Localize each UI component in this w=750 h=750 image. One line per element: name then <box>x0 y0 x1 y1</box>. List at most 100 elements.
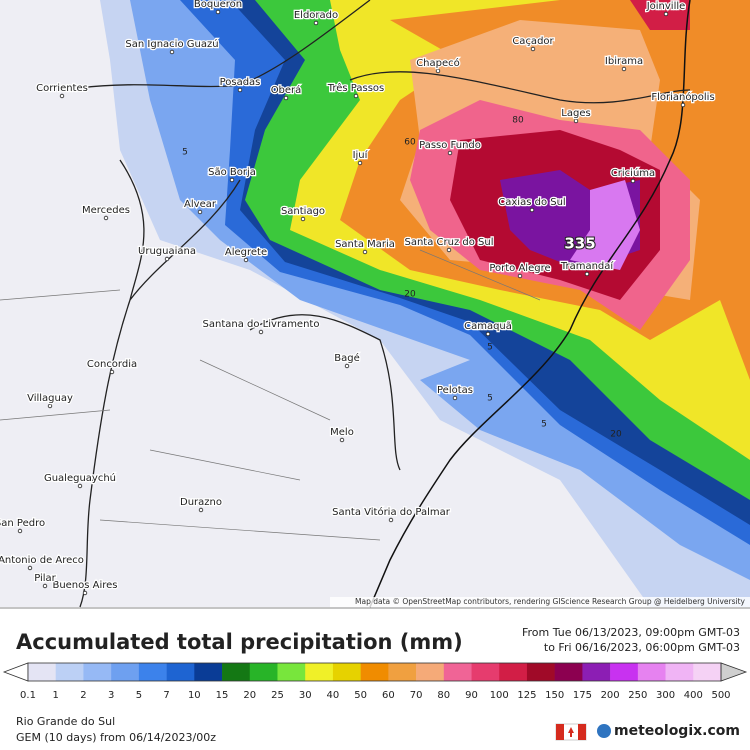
city-dot <box>109 369 115 375</box>
brand[interactable]: meteologix.com <box>614 723 740 739</box>
city-label: Chapecó <box>416 57 460 69</box>
legend-swatch <box>111 663 140 681</box>
city-dot <box>446 247 452 253</box>
legend-label: 30 <box>299 690 312 701</box>
city-dot <box>313 20 319 26</box>
legend-swatch <box>665 663 694 681</box>
city-dot <box>27 565 33 571</box>
legend-swatch <box>554 663 583 681</box>
city-dot <box>77 483 83 489</box>
legend-swatch <box>332 663 361 681</box>
canada-flag <box>555 723 587 741</box>
legend-label: 60 <box>382 690 395 701</box>
city-label: Lages <box>561 108 590 119</box>
city-dot <box>452 395 458 401</box>
city-label: Caxias do Sul <box>498 197 565 208</box>
city-label: Corrientes <box>36 83 88 94</box>
legend-label: 0.1 <box>20 690 36 701</box>
city-label: Santa Vitória do Palmar <box>332 506 451 518</box>
legend-label: 70 <box>410 690 423 701</box>
legend-swatch <box>637 663 666 681</box>
city-label: Florianópolis <box>651 91 714 103</box>
city-dot <box>169 49 175 55</box>
city-label: Alvear <box>184 199 217 210</box>
legend-swatch <box>499 663 528 681</box>
city-label: Uruguaiana <box>138 246 196 257</box>
legend-label: 2 <box>80 690 86 701</box>
city-dot <box>388 517 394 523</box>
city-dot <box>573 118 579 124</box>
legend-frame <box>27 662 722 682</box>
city-dot <box>485 331 491 337</box>
region: Rio Grande do Sul <box>16 715 115 728</box>
legend-swatch <box>471 663 500 681</box>
city-dot <box>339 437 345 443</box>
contour-label: 20 <box>610 430 622 440</box>
legend-label: 175 <box>573 690 592 701</box>
legend-swatch <box>360 663 389 681</box>
city-label: São Borja <box>208 167 256 178</box>
city-dot <box>362 249 368 255</box>
city-dot <box>630 178 636 184</box>
brand-logo <box>597 724 611 738</box>
legend-label: 80 <box>437 690 450 701</box>
city-label: Santa Cruz do Sul <box>404 237 493 248</box>
attribution: Map data © OpenStreetMap contributors, r… <box>355 597 746 606</box>
city-dot <box>243 257 249 263</box>
city-dot <box>447 150 453 156</box>
contour-label: 5 <box>487 394 493 404</box>
city-label: Oberá <box>271 84 302 96</box>
contour-label: 5 <box>182 148 188 158</box>
band <box>570 180 640 270</box>
city-dot <box>215 9 221 15</box>
city-label: San Pedro <box>0 518 45 529</box>
city-label: Alegrete <box>225 247 267 258</box>
city-label: Criciúma <box>611 167 655 179</box>
legend-label: 400 <box>684 690 703 701</box>
city-dot <box>237 87 243 93</box>
city-label: Eldorado <box>294 10 338 21</box>
period-from: From Tue 06/13/2023, 09:00pm GMT-03 <box>522 626 740 639</box>
model: GEM (10 days) from 06/14/2023/00z <box>16 731 216 744</box>
city-label: Melo <box>330 427 354 438</box>
city-dot <box>59 93 65 99</box>
city-label: Buenos Aires <box>52 580 117 591</box>
legend-swatch <box>55 663 84 681</box>
legend-swatch <box>83 663 112 681</box>
city-label: Villaguay <box>27 393 73 404</box>
legend-swatch <box>693 663 722 681</box>
city-label: Gualeguaychú <box>44 472 116 484</box>
city-dot <box>300 216 306 222</box>
legend-label: 40 <box>327 690 340 701</box>
coastline <box>369 0 691 608</box>
city-label: Ibirama <box>605 56 643 67</box>
legend-label: 15 <box>216 690 229 701</box>
city-label: Pelotas <box>437 385 473 396</box>
city-dot <box>82 590 88 596</box>
legend-swatch <box>526 663 555 681</box>
city-label: Ijuí <box>353 149 369 161</box>
city-label: Posadas <box>220 77 261 88</box>
city-dot <box>357 160 363 166</box>
legend-label: 5 <box>136 690 142 701</box>
legend-low-arrow <box>2 662 29 682</box>
legend-label: 7 <box>163 690 169 701</box>
city-label: Pilar <box>34 573 56 584</box>
city-dot <box>17 528 23 534</box>
legend-swatch <box>249 663 278 681</box>
legend-swatch <box>277 663 306 681</box>
city-dot <box>164 256 170 262</box>
city-label: San Ignacio Guazú <box>125 38 218 50</box>
legend-swatch <box>305 663 334 681</box>
city-dot <box>47 403 53 409</box>
contour-label: 20 <box>404 290 416 300</box>
legend-swatch <box>443 663 472 681</box>
city-label: Tramandaí <box>560 260 615 272</box>
legend-swatch <box>194 663 223 681</box>
city-dot <box>680 102 686 108</box>
city-dot <box>229 177 235 183</box>
map-labels: Boqueron Eldorado San Ignacio Guazú Posadas… <box>0 0 716 596</box>
city-label: Caçador <box>512 36 554 47</box>
legend-label: 10 <box>188 690 201 701</box>
road-lines <box>0 249 541 541</box>
